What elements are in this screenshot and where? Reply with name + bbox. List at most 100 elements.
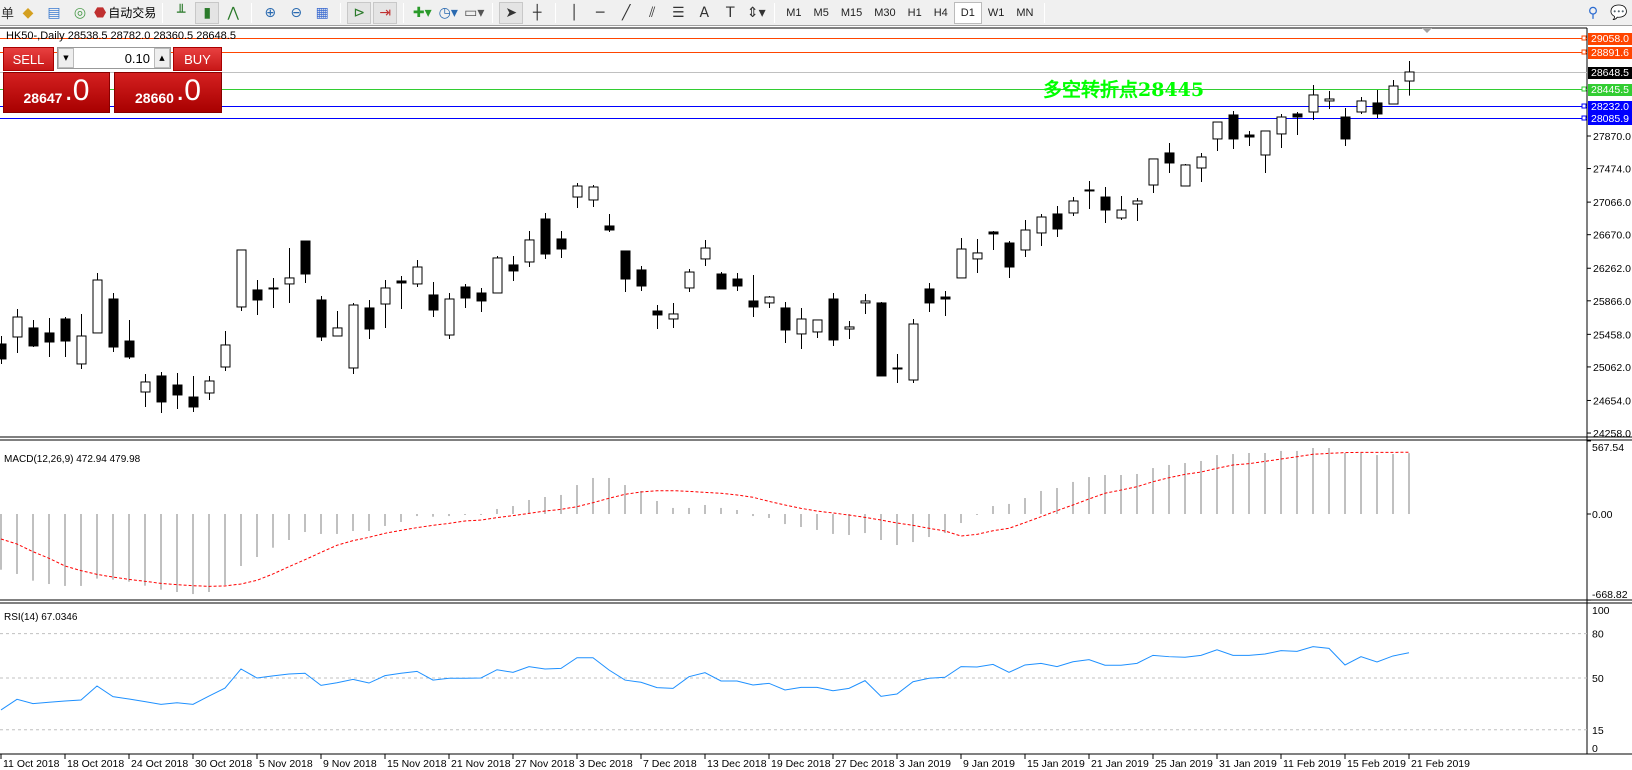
lot-decrease-button[interactable]: ▼ <box>58 48 74 68</box>
timeframe-m30[interactable]: M30 <box>874 6 896 19</box>
rsi-axis-label: 50 <box>1592 673 1604 685</box>
bull-candle <box>1116 209 1127 219</box>
bull-candle <box>12 316 23 338</box>
date-tick-label: 7 Dec 2018 <box>643 758 697 770</box>
macd-histogram-bar <box>400 514 402 522</box>
date-tick-label: 25 Jan 2019 <box>1155 758 1213 770</box>
zoom-out-icon[interactable]: ⊖ <box>290 4 303 21</box>
buy-price-button[interactable]: 28660 .0 <box>114 72 222 113</box>
date-tick-label: 19 Dec 2018 <box>771 758 831 770</box>
bear-candle <box>1372 102 1383 115</box>
bull-candle <box>1276 116 1287 135</box>
macd-histogram-bar <box>208 514 210 592</box>
bear-candle <box>156 375 167 403</box>
macd-histogram-bar <box>912 514 914 543</box>
periods-icon[interactable]: ◷▾ <box>438 4 458 21</box>
fibonacci-icon[interactable]: ☰ <box>671 4 685 21</box>
bull-candle <box>1356 100 1367 113</box>
auto-trading-button[interactable]: ⬣ 自动交易 <box>94 2 156 24</box>
rsi-label: RSI(14) 67.0346 <box>4 612 78 623</box>
buy-button[interactable]: BUY <box>173 47 222 71</box>
macd-histogram-bar <box>608 477 610 514</box>
lot-input[interactable] <box>74 50 154 66</box>
tile-windows-icon[interactable]: ▦ <box>315 4 329 21</box>
sell-price-button[interactable]: 28647 .0 <box>3 72 110 113</box>
bull-candle <box>588 186 599 201</box>
bear-candle <box>828 298 839 341</box>
sell-price-fraction: .0 <box>64 74 90 107</box>
pivot-annotation[interactable]: 多空转折点28445 <box>1043 79 1205 101</box>
bear-candle <box>1100 196 1111 211</box>
price-tick-label: 26670.0 <box>1593 230 1631 242</box>
chart-shift-icon[interactable]: ⇥ <box>373 1 398 24</box>
timeframe-m1[interactable]: M1 <box>786 6 802 19</box>
bull-candle <box>668 313 679 320</box>
timeframe-m5[interactable]: M5 <box>813 6 829 19</box>
bear-candle <box>428 294 439 311</box>
buy-price-main: 28660 <box>135 90 174 106</box>
bull-candle <box>204 380 215 394</box>
timeframe-h4[interactable]: H4 <box>933 6 948 19</box>
auto-trading-icon: ⬣ <box>94 4 107 21</box>
market-watch-icon[interactable]: ◆ <box>22 4 34 21</box>
templates-icon[interactable]: ▭▾ <box>464 4 485 21</box>
one-click-trading-panel: SELL ▼ ▲ BUY 28647 .0 28660 .0 <box>3 47 222 113</box>
bull-candle <box>140 381 151 393</box>
bear-candle <box>636 269 647 287</box>
macd-histogram-bar <box>656 501 658 514</box>
date-tick-label: 21 Nov 2018 <box>451 758 511 770</box>
equidistant-channel-icon[interactable]: ⫽ <box>649 4 656 21</box>
timeframe-d1[interactable]: D1 <box>953 1 982 24</box>
macd-histogram-bar <box>528 499 530 514</box>
bear-candle <box>1164 152 1175 164</box>
bull-candle <box>1260 130 1271 156</box>
sell-button[interactable]: SELL <box>3 47 54 71</box>
timeframe-mn[interactable]: MN <box>1016 6 1034 19</box>
crosshair-icon[interactable]: ┼ <box>533 4 542 21</box>
menu-fragment[interactable]: 单 <box>1 7 15 22</box>
macd-histogram-bar <box>896 514 898 546</box>
text-label-icon[interactable]: T <box>725 4 735 21</box>
vertical-line-icon[interactable]: │ <box>570 4 579 21</box>
bear-candle <box>60 318 71 342</box>
text-icon[interactable]: A <box>699 4 710 21</box>
chat-icon[interactable]: 💬 <box>1610 4 1628 21</box>
bear-candle <box>188 396 199 408</box>
line-chart-icon[interactable]: ⋀ <box>227 4 239 21</box>
lot-increase-button[interactable]: ▲ <box>154 48 170 68</box>
timeframe-h1[interactable]: H1 <box>907 6 922 19</box>
navigator-icon[interactable]: ▤ <box>47 4 61 21</box>
bull-candle <box>1036 216 1047 234</box>
timeframe-group: M1 M5 M15 M30 H1 H4 D1 W1 MN <box>780 1 1039 24</box>
autoscroll-icon[interactable]: ⊳ <box>347 1 372 24</box>
bear-candle <box>316 299 327 338</box>
symbol-info: HK50-,Daily 28538.5 28782.0 28360.5 2864… <box>6 30 236 42</box>
date-tick-label: 27 Dec 2018 <box>835 758 895 770</box>
bull-candle <box>844 326 855 330</box>
timeframe-m15[interactable]: M15 <box>840 6 863 19</box>
bull-candle <box>1180 164 1191 187</box>
rsi-axis-label: 0 <box>1592 743 1598 755</box>
cursor-icon[interactable]: ➤ <box>499 1 524 24</box>
zoom-in-icon[interactable]: ⊕ <box>264 4 277 21</box>
candlestick-icon[interactable]: ▮ <box>195 1 220 24</box>
bull-candle <box>1196 156 1207 169</box>
macd-histogram-bar <box>576 485 578 514</box>
macd-histogram-bar <box>48 514 50 585</box>
trendline-icon[interactable]: ╱ <box>622 4 631 21</box>
search-icon[interactable]: ⚲ <box>1587 4 1599 21</box>
level-handle <box>1581 103 1587 109</box>
price-tick-label: 26262.0 <box>1593 263 1631 275</box>
timeframe-w1[interactable]: W1 <box>987 6 1005 19</box>
horizontal-line-icon[interactable]: ─ <box>596 4 605 21</box>
bull-candle <box>1324 98 1335 102</box>
bull-candle <box>764 296 775 304</box>
bull-candle <box>860 300 871 304</box>
bar-chart-icon[interactable]: ╨ <box>177 4 186 21</box>
macd-histogram-bar <box>1312 447 1314 514</box>
signals-icon[interactable]: ◎ <box>73 4 87 21</box>
arrows-icon[interactable]: ⇕▾ <box>746 4 766 21</box>
new-order-icon[interactable]: ✚▾ <box>412 4 432 21</box>
level-handle <box>1581 49 1587 55</box>
